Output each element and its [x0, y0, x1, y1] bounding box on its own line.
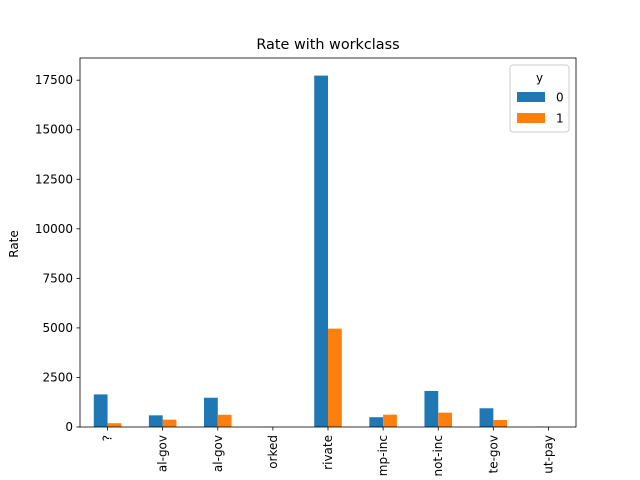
y-tick-label: 0 — [65, 420, 73, 434]
bar-series-1-1 — [162, 419, 177, 427]
x-axis: ? al-gov al-gov orked rivate mp-inc not-inc te-… — [101, 427, 555, 477]
y-tick-label: 2500 — [42, 370, 73, 384]
bars-group — [93, 75, 549, 427]
legend-title: y — [536, 71, 543, 85]
legend-swatch-0 — [517, 92, 545, 102]
bar-series-0-2 — [204, 397, 218, 427]
x-tick-label: ut-pay — [541, 435, 555, 474]
bar-series-0-0 — [93, 394, 108, 427]
y-tick-label: 12500 — [35, 172, 73, 186]
y-tick-label: 15000 — [35, 123, 73, 137]
x-tick-label: al-gov — [156, 435, 170, 472]
plot-frame — [79, 57, 577, 428]
x-tick-label: ? — [101, 435, 115, 441]
bar-series-0-7 — [479, 408, 494, 427]
bar-series-1-5 — [383, 414, 397, 427]
bar-series-1-2 — [217, 414, 232, 427]
legend-swatch-1 — [517, 113, 545, 123]
legend-label-1: 1 — [556, 112, 564, 126]
x-tick-label: al-gov — [211, 435, 225, 472]
y-tick-label: 5000 — [42, 321, 73, 335]
bar-series-1-6 — [438, 412, 452, 427]
bar-series-0-1 — [148, 415, 163, 427]
legend: y0 1 — [509, 64, 570, 133]
y-axis: 0 2500 5000 7500 10000 12500 15000 17500 — [35, 73, 80, 434]
y-tick-label: 17500 — [35, 73, 73, 87]
bar-series-0-5 — [369, 417, 384, 427]
y-axis-label: Rate — [7, 230, 21, 258]
bar-series-1-7 — [493, 420, 508, 427]
y-tick-label: 10000 — [35, 222, 73, 236]
bar-series-0-6 — [424, 390, 439, 427]
legend-label-0: 0 — [556, 91, 564, 105]
x-tick-label: orked — [266, 435, 280, 469]
bar-series-1-0 — [107, 423, 122, 427]
x-tick-label: not-inc — [431, 435, 445, 477]
y-tick-label: 7500 — [42, 271, 73, 285]
x-tick-label: rivate — [321, 435, 335, 470]
x-tick-label: te-gov — [486, 435, 500, 473]
bar-series-1-4 — [328, 328, 342, 427]
chart-title: Rate with workclass — [256, 37, 399, 53]
bar-series-0-4 — [314, 75, 328, 427]
x-tick-label: mp-inc — [376, 435, 390, 476]
